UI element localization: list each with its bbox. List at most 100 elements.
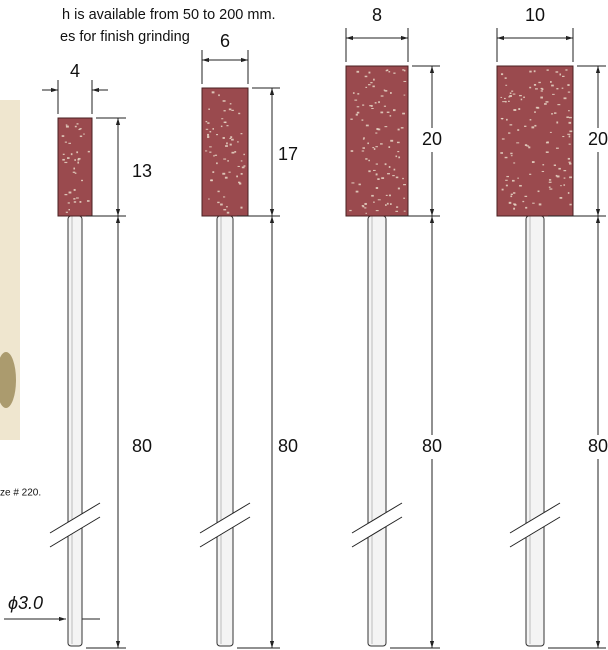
break-line (351, 516, 403, 548)
grit (356, 106, 360, 108)
grit (372, 85, 375, 88)
grit (223, 158, 227, 160)
grit (73, 188, 76, 191)
grit (231, 109, 234, 111)
grit (395, 155, 398, 158)
grit (505, 184, 508, 187)
grit (566, 116, 569, 119)
grit (349, 209, 352, 212)
grit (533, 83, 537, 86)
grit (373, 148, 376, 150)
grit (205, 150, 208, 152)
grit (546, 141, 549, 143)
grit (79, 135, 83, 138)
grit (76, 197, 79, 199)
grit (386, 111, 390, 113)
grit (222, 172, 226, 175)
grit (223, 121, 227, 123)
grit (548, 186, 551, 188)
grit (395, 210, 399, 212)
grit (505, 84, 508, 86)
grit (223, 110, 226, 112)
grit (510, 193, 513, 196)
grit (67, 202, 70, 204)
grit (384, 126, 388, 128)
break-line (49, 516, 101, 548)
grit (548, 181, 552, 183)
grit (212, 171, 215, 173)
grit (378, 101, 380, 104)
grit (511, 179, 515, 182)
grit (505, 118, 508, 121)
grit (358, 183, 361, 186)
grit (568, 135, 571, 138)
grit (568, 162, 572, 165)
grit (529, 86, 532, 89)
grit (524, 125, 527, 127)
shaft-length-label: 80 (422, 436, 442, 456)
grit (569, 130, 573, 133)
grit (205, 128, 209, 130)
grit (381, 177, 385, 179)
shaft-length-label: 80 (588, 436, 608, 456)
grit (243, 153, 245, 156)
grit (76, 151, 79, 154)
head-length-label: 13 (132, 161, 152, 181)
grit (214, 154, 218, 156)
grit (556, 175, 560, 178)
grit (209, 146, 212, 148)
grit (364, 202, 367, 205)
grit (356, 111, 360, 114)
grit (212, 128, 214, 130)
grit (87, 150, 90, 153)
grit (393, 72, 396, 74)
grit (355, 190, 359, 193)
grit (238, 181, 241, 184)
grit (217, 190, 220, 193)
grit (61, 135, 65, 137)
grit (393, 168, 396, 171)
grit (544, 103, 547, 105)
width-label: 4 (70, 61, 80, 81)
grit (568, 143, 571, 145)
grit (509, 95, 512, 97)
break-gap (216, 512, 234, 538)
grit (228, 108, 232, 111)
grit (568, 161, 571, 163)
break-line (49, 502, 101, 534)
grit (83, 133, 85, 135)
grit (558, 167, 561, 170)
grit (403, 69, 406, 72)
grit (510, 195, 513, 198)
grit (385, 194, 388, 197)
grit (504, 77, 507, 79)
grit (388, 146, 391, 148)
grit (79, 128, 82, 130)
grit (65, 125, 69, 128)
grit (553, 164, 556, 167)
break-line (351, 502, 403, 534)
grit (361, 119, 364, 121)
grit (534, 111, 536, 113)
grit (231, 151, 235, 154)
grit (74, 172, 77, 174)
grit (355, 113, 358, 116)
grit (375, 163, 378, 165)
grit (385, 70, 388, 72)
grit (240, 172, 243, 175)
grit (533, 70, 536, 73)
grit (371, 108, 374, 110)
grit (535, 88, 538, 90)
grit (540, 96, 543, 99)
grit (377, 128, 381, 131)
grit (560, 185, 562, 187)
grit (520, 98, 523, 101)
grit (397, 151, 400, 153)
photo-detail (0, 352, 16, 408)
shaft-length-label: 80 (278, 436, 298, 456)
grit (369, 105, 372, 107)
grit (500, 96, 503, 98)
grit (68, 142, 72, 144)
grit (513, 207, 516, 210)
grit (500, 152, 504, 154)
